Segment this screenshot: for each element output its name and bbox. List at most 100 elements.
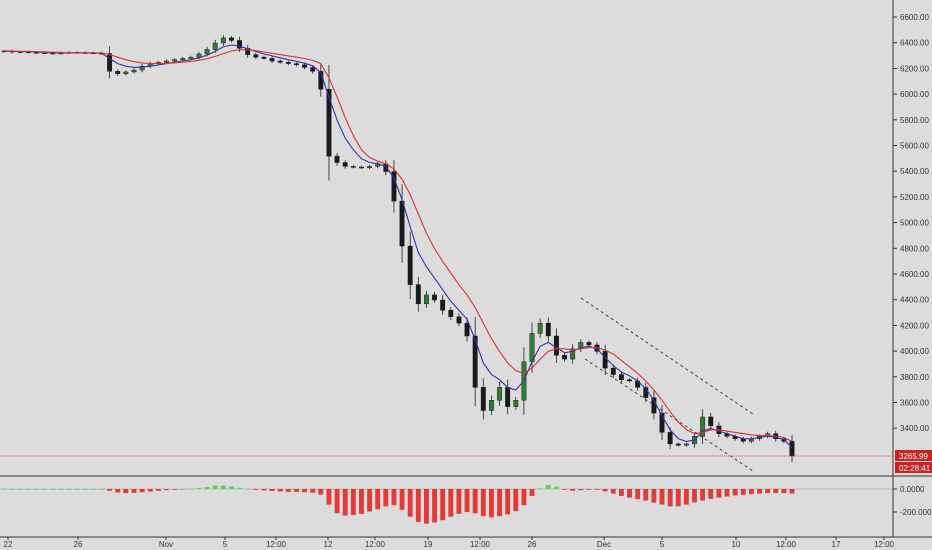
candle-down <box>789 441 795 457</box>
macd-bar <box>50 489 56 490</box>
candle-down <box>107 53 113 72</box>
candle-down <box>553 335 559 356</box>
candle-down <box>415 284 421 305</box>
macd-bar <box>529 489 535 496</box>
macd-bar <box>472 489 478 514</box>
price-tick-label: 4000.00 <box>900 347 929 356</box>
macd-bar <box>602 489 608 492</box>
trend-channel-lower <box>584 358 754 472</box>
candle-down <box>391 171 397 202</box>
candle-down <box>586 342 592 346</box>
macd-tick-label: -200.0000 <box>900 508 932 517</box>
macd-bar <box>82 489 88 490</box>
candle-down <box>115 71 121 75</box>
price-tick-label: 3600.00 <box>900 399 929 408</box>
candle-down <box>505 387 511 407</box>
macd-bar <box>212 485 218 489</box>
macd-bar <box>294 489 299 492</box>
macd-bar <box>464 489 470 513</box>
macd-bar <box>277 489 283 492</box>
price-tick-label: 4600.00 <box>900 270 929 279</box>
candle-down <box>667 432 673 445</box>
macd-bar <box>172 489 178 490</box>
time-tick-label: 26 <box>528 540 537 549</box>
time-tick-label: 12 <box>324 540 333 549</box>
countdown-label: 02:28:41 <box>899 464 931 473</box>
candle-down <box>342 162 348 167</box>
candle-up <box>164 60 169 63</box>
macd-bar <box>383 489 389 507</box>
candle-up <box>700 416 706 437</box>
macd-bar <box>732 489 738 496</box>
time-tick-label: 26 <box>74 540 83 549</box>
candle-up <box>513 400 519 407</box>
macd-bar <box>594 489 600 490</box>
last-price-label: 3265.99 <box>899 452 928 461</box>
time-tick-label: 12:00 <box>470 540 491 549</box>
price-tick-label: 6200.00 <box>900 64 929 73</box>
price-tick-label: 5600.00 <box>900 142 929 151</box>
candle-down <box>480 387 486 411</box>
macd-bar <box>391 489 397 506</box>
macd-bar <box>456 489 462 514</box>
macd-bar <box>570 489 576 491</box>
macd-bar <box>318 489 324 495</box>
candle-down <box>277 60 283 63</box>
candle-down <box>448 310 454 317</box>
macd-bar <box>667 489 673 507</box>
macd-bar <box>448 489 454 517</box>
candle-down <box>618 374 624 380</box>
macd-bar <box>415 489 421 522</box>
macd-bar <box>342 489 348 516</box>
macd-bar <box>692 489 697 503</box>
price-tick-label: 5000.00 <box>900 219 929 228</box>
macd-tick-label: 0.0000 <box>900 485 925 494</box>
macd-bar <box>107 489 113 491</box>
price-tick-label: 3400.00 <box>900 424 929 433</box>
candle-up <box>488 400 494 411</box>
macd-bar <box>610 489 616 494</box>
candle-down <box>610 367 616 375</box>
macd-bar <box>237 487 243 489</box>
macd-bar <box>683 489 689 505</box>
macd-bar <box>627 489 632 498</box>
time-tick-label: 12:00 <box>365 540 386 549</box>
time-tick-label: 5 <box>660 540 665 549</box>
candle-up <box>537 322 543 334</box>
price-tick-label: 6000.00 <box>900 90 929 99</box>
candle-up <box>220 37 226 44</box>
price-plot <box>0 35 893 472</box>
candle-down <box>627 379 632 382</box>
candle-up <box>529 333 535 362</box>
candle-down <box>229 37 234 41</box>
candle-up <box>196 53 202 58</box>
macd-bar <box>245 488 251 490</box>
macd-bar <box>773 489 779 494</box>
macd-bar <box>131 489 137 493</box>
candle-up <box>212 42 218 50</box>
macd-bar <box>334 489 340 514</box>
candle-up <box>204 49 210 55</box>
candle-up <box>423 294 429 305</box>
macd-bar <box>261 489 267 491</box>
candle-up <box>188 56 194 59</box>
candle-up <box>367 166 373 168</box>
macd-bar <box>432 489 437 523</box>
candle-down <box>237 40 243 49</box>
price-tick-label: 4200.00 <box>900 321 929 330</box>
ema-slow-line <box>3 49 793 442</box>
macd-bar <box>180 489 186 490</box>
price-tick-label: 6600.00 <box>900 13 929 22</box>
macd-bar <box>375 489 381 510</box>
macd-bar <box>488 489 494 518</box>
macd-bar <box>188 488 194 490</box>
candle-down <box>675 443 681 446</box>
price-tick-label: 3800.00 <box>900 373 929 382</box>
macd-bar <box>553 486 559 489</box>
macd-bar <box>513 489 519 511</box>
macd-bar <box>58 489 64 490</box>
macd-bar <box>25 489 31 490</box>
macd-bar <box>505 489 511 515</box>
candle-down <box>432 294 437 301</box>
